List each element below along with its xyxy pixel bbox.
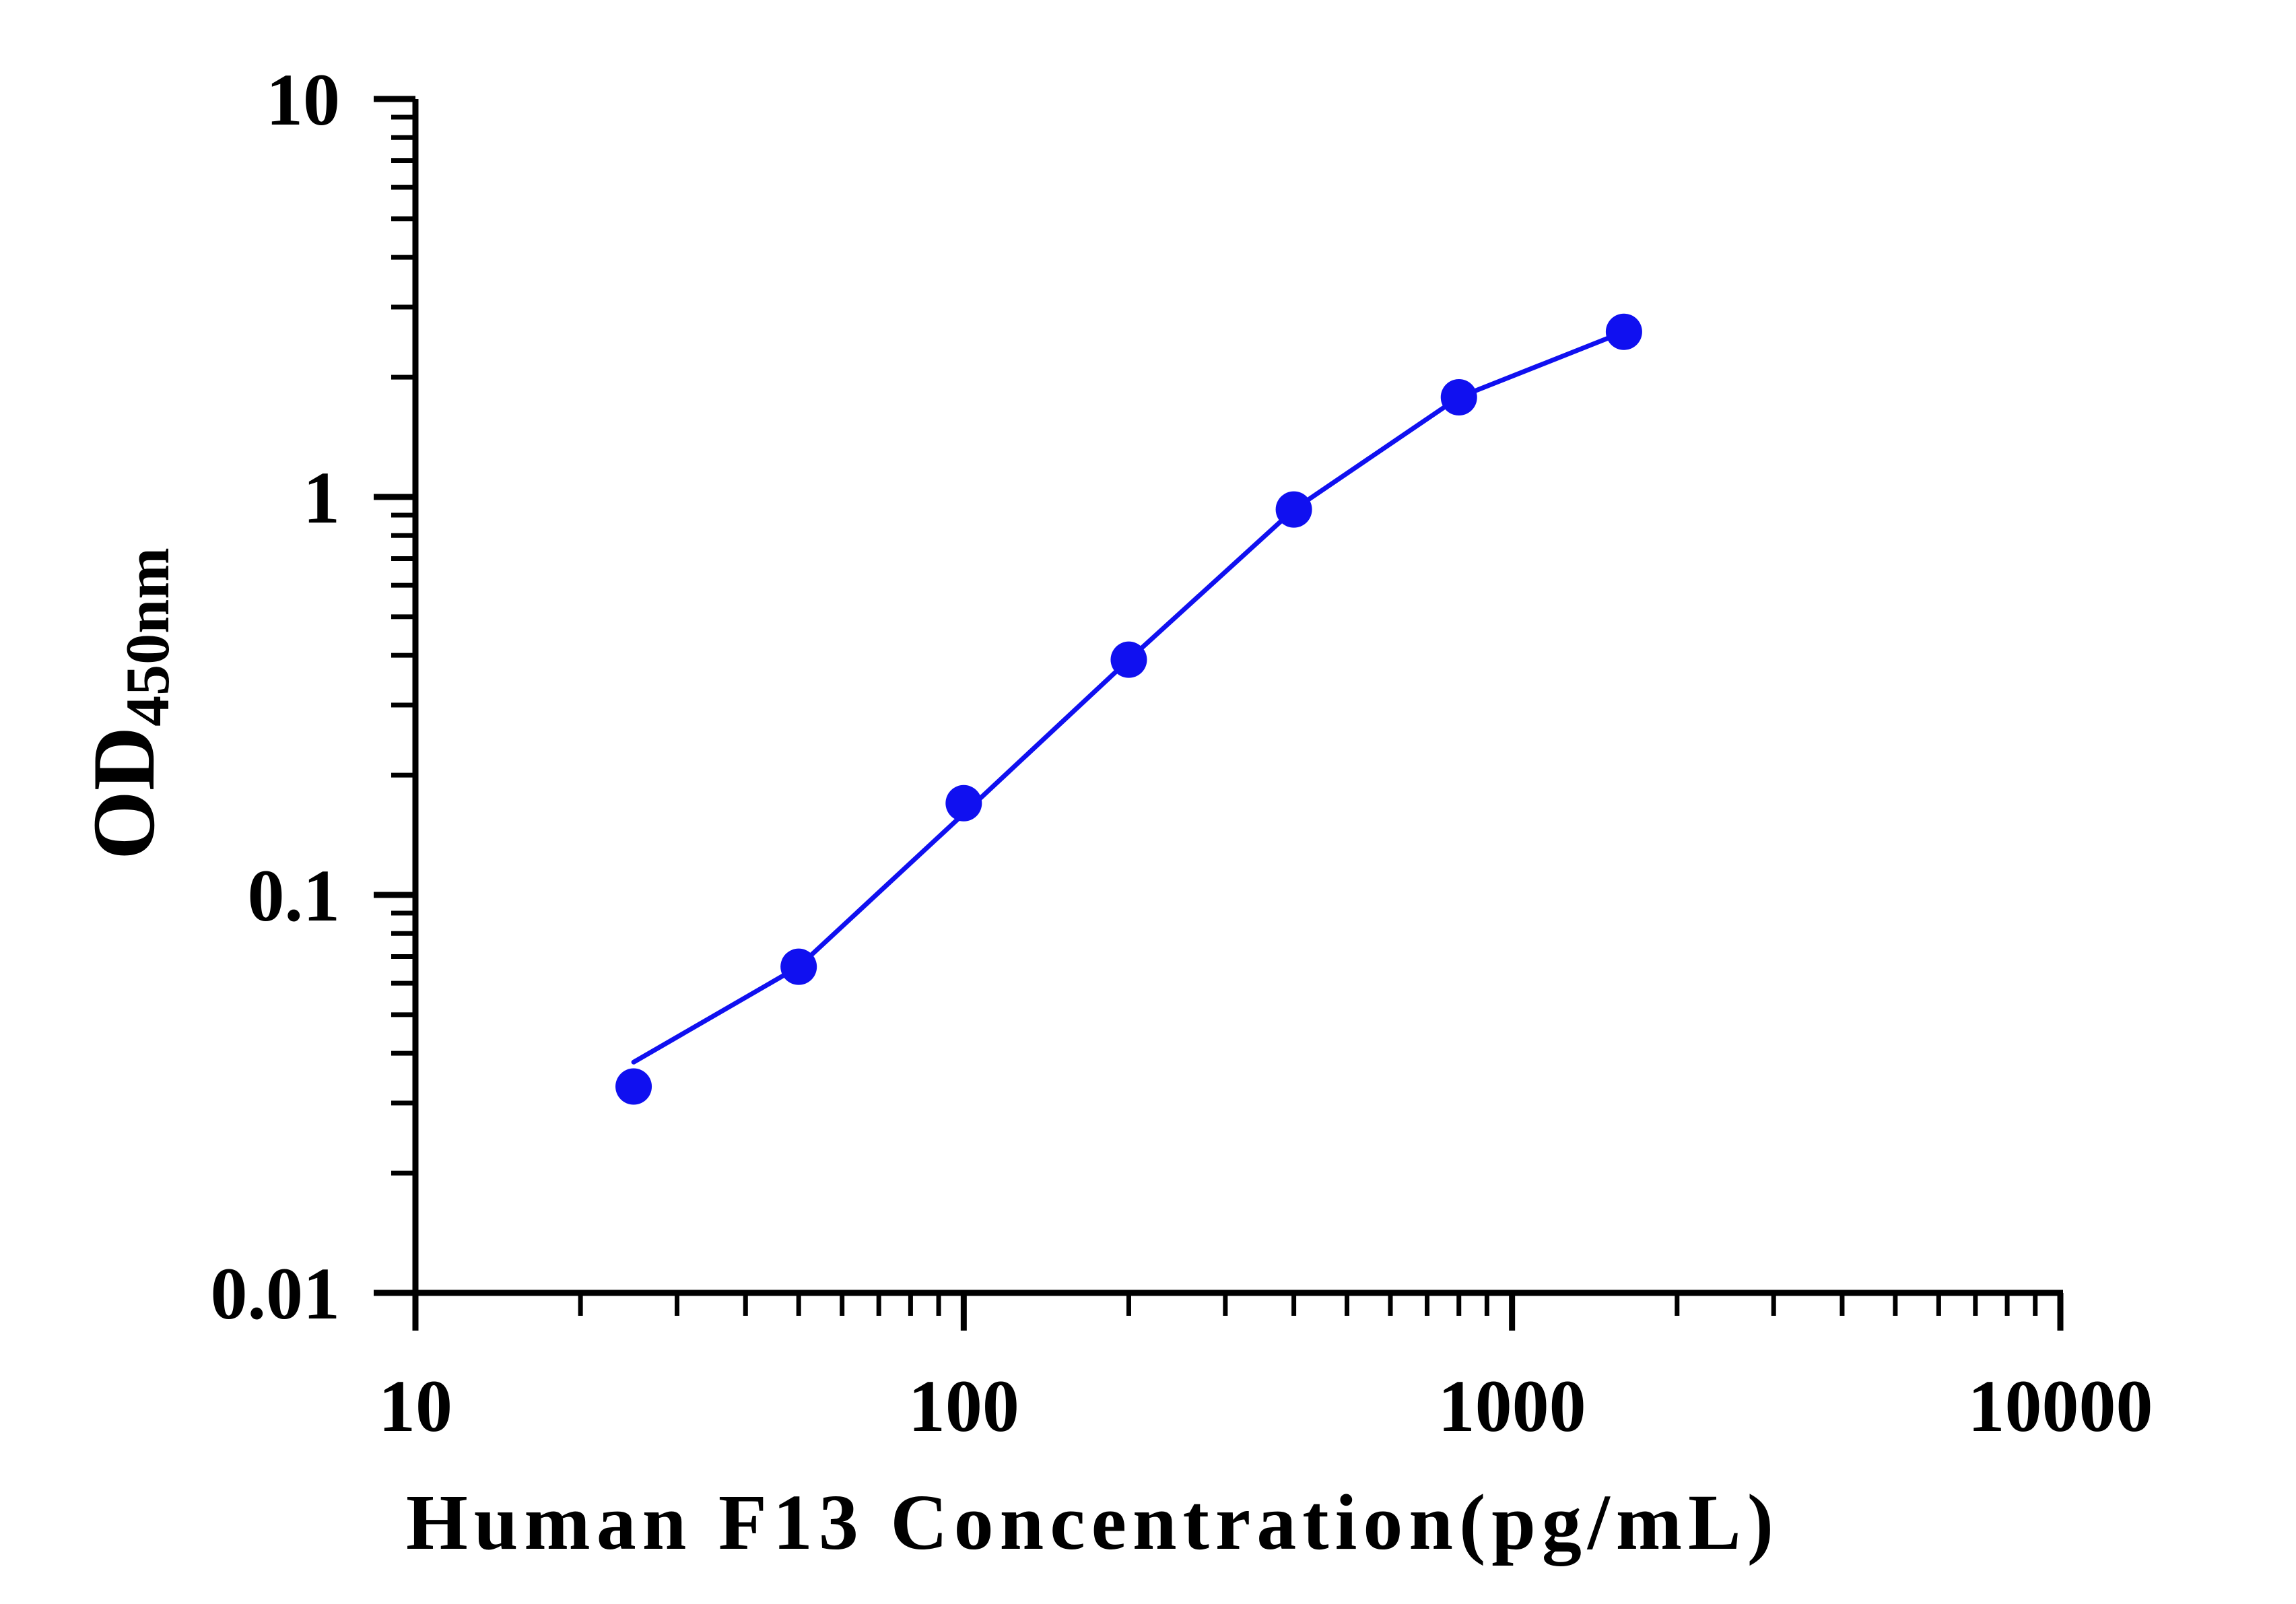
y-axis-title-subscript: 450nm	[113, 547, 182, 727]
series-fit-line	[631, 329, 1627, 1065]
plot-area	[615, 313, 1642, 1105]
y-tick-labels: 0.01 0.1 1 10	[211, 59, 341, 1335]
y-axis-title: OD450nm	[74, 547, 182, 860]
y-tick-label: 0.1	[248, 855, 341, 937]
x-tick-label: 10000	[1968, 1365, 2153, 1447]
data-point	[1110, 641, 1147, 678]
data-point	[780, 948, 817, 985]
data-point	[615, 1068, 652, 1105]
data-point	[1440, 379, 1477, 416]
y-tick-label: 10	[266, 59, 340, 141]
data-point	[1275, 491, 1312, 528]
y-axis: 0.01 0.1 1 10	[211, 59, 419, 1335]
series-points	[615, 313, 1642, 1105]
data-point	[1605, 313, 1642, 350]
y-ticks	[374, 96, 415, 1296]
x-tick-label: 10	[378, 1365, 452, 1447]
x-tick-labels: 10 100 1000 10000	[378, 1365, 2153, 1447]
data-point	[945, 784, 982, 822]
x-ticks	[412, 1293, 2064, 1331]
x-axis: 10 100 1000 10000	[378, 1290, 2153, 1447]
x-tick-label: 1000	[1438, 1365, 1586, 1447]
y-tick-label: 0.01	[211, 1252, 341, 1335]
x-axis-title: Human F13 Concentration(pg/mL)	[406, 1478, 1780, 1566]
y-tick-label: 1	[303, 457, 340, 539]
x-tick-label: 100	[908, 1365, 1019, 1447]
y-axis-title-main: OD	[74, 727, 173, 860]
